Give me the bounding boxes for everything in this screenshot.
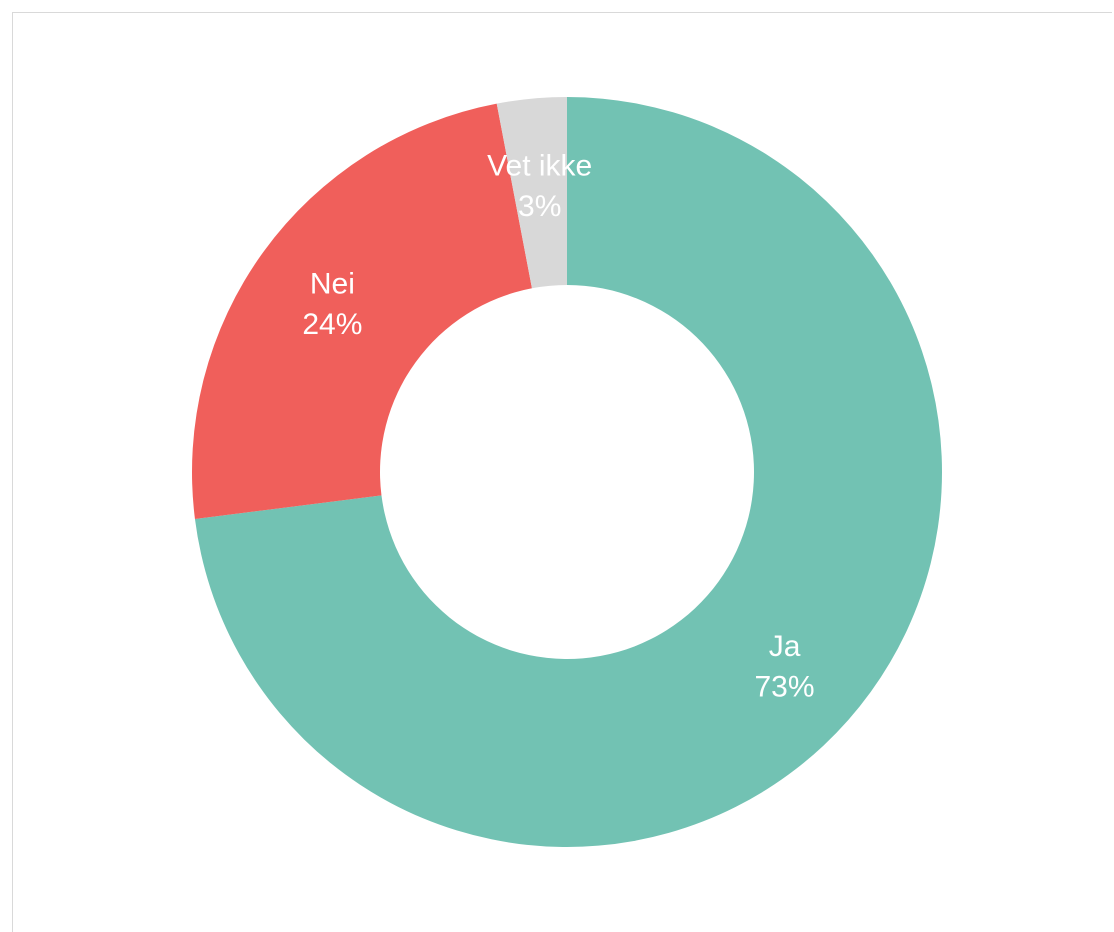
slice-category: Ja	[769, 630, 801, 663]
slice-label-vet-ikke: Vet ikke 3%	[487, 149, 592, 223]
slice-category: Vet ikke	[487, 149, 592, 182]
slice-nei[interactable]	[191, 103, 532, 519]
slice-vet-ikke[interactable]	[496, 97, 567, 289]
slice-label-ja: Ja 73%	[755, 630, 815, 704]
slice-percentage: 3%	[518, 190, 561, 223]
slices-group	[191, 97, 942, 847]
slice-percentage: 24%	[302, 308, 362, 341]
slice-percentage: 73%	[755, 670, 815, 703]
labels-group: Ja 73% Nei 24% Vet ikke 3%	[302, 149, 814, 703]
slice-label-nei: Nei 24%	[302, 268, 362, 342]
slice-ja[interactable]	[194, 97, 942, 847]
slice-category: Nei	[310, 268, 355, 301]
